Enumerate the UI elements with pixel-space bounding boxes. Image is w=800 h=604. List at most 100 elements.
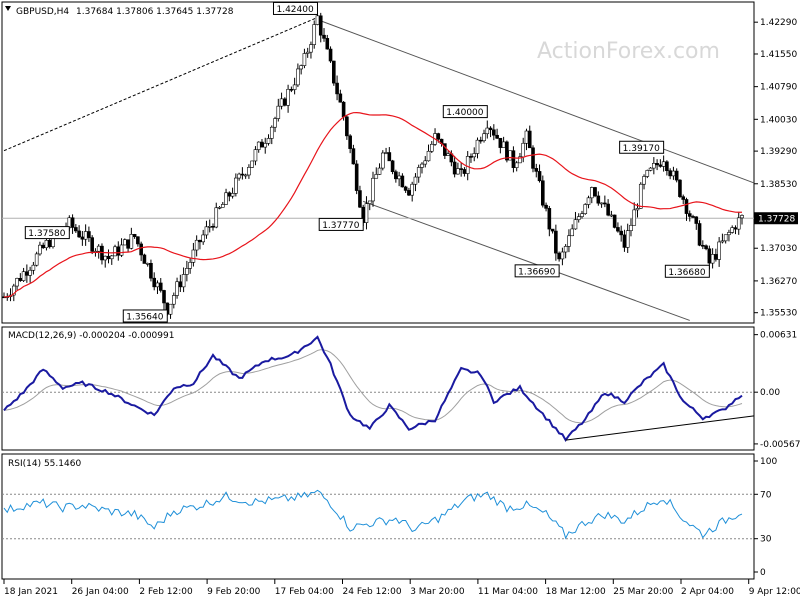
candle-body <box>648 167 653 171</box>
candle-body <box>501 141 506 148</box>
candle-body <box>279 98 284 107</box>
candle-body <box>149 262 153 279</box>
candle-body <box>338 93 343 103</box>
candle-body <box>191 249 196 263</box>
time-tick-label: 3 Mar 20:00 <box>410 587 465 597</box>
candle-body <box>642 176 646 185</box>
candle-body <box>152 277 157 288</box>
candle-body <box>710 254 715 264</box>
price-ytick-label: 1.42290 <box>760 18 797 28</box>
candle-body <box>132 234 137 238</box>
candle-body <box>736 217 741 230</box>
current-price-label: 1.37728 <box>758 215 795 225</box>
candle-body <box>358 190 362 208</box>
candle-body <box>367 200 372 204</box>
candle-body <box>629 224 633 231</box>
price-ytick-label: 1.38530 <box>760 180 797 190</box>
time-tick-label: 18 Jan 2021 <box>4 587 58 597</box>
candle-body <box>315 15 320 25</box>
candle-body <box>348 135 352 149</box>
candle-body <box>305 51 310 54</box>
candle-body <box>227 192 232 197</box>
price-ytick-label: 1.41550 <box>760 50 797 60</box>
candle-body <box>341 101 346 118</box>
candle-body <box>70 217 75 228</box>
candle-body <box>103 255 108 261</box>
candle-body <box>283 98 287 106</box>
candle-body <box>155 282 160 288</box>
candle-body <box>603 202 607 205</box>
candle-body <box>328 48 333 62</box>
rsi-panel <box>1 453 755 580</box>
candle-body <box>312 24 317 45</box>
candle-body <box>178 281 183 288</box>
candle-body <box>456 168 460 175</box>
candle-body <box>694 216 699 224</box>
candle-body <box>116 246 121 256</box>
candle-body <box>211 225 215 228</box>
candle-body <box>220 204 225 208</box>
candle-body <box>717 241 721 260</box>
candle-body <box>390 160 395 172</box>
candle-body <box>472 153 477 158</box>
candle-body <box>207 225 212 228</box>
candle-body <box>142 254 147 264</box>
candle-body <box>596 195 601 204</box>
macd-ytick-label: 0.00631 <box>760 331 797 341</box>
time-tick-label: 18 Mar 12:00 <box>546 587 606 597</box>
macd-line <box>3 335 743 442</box>
candle-body <box>41 244 45 249</box>
price-ytick-label: 1.40790 <box>760 83 797 93</box>
price-annotation-label: 1.36690 <box>518 267 555 277</box>
candle-body <box>309 44 313 53</box>
candle-body <box>77 230 81 238</box>
price-annotation-box <box>272 1 318 15</box>
price-annotation-label: 1.37770 <box>322 221 359 231</box>
candle-body <box>168 303 173 315</box>
candle-body <box>521 142 526 158</box>
candle-body <box>302 53 307 66</box>
candle-body <box>119 244 124 256</box>
candle-body <box>113 246 117 257</box>
candle-body <box>678 179 682 197</box>
candle-body <box>273 118 277 128</box>
candle-body <box>371 177 375 202</box>
candle-body <box>550 228 555 232</box>
time-tick-label: 2 Feb 12:00 <box>139 587 193 597</box>
candle-body <box>674 170 679 181</box>
candle-body <box>469 156 473 158</box>
candle-body <box>296 68 300 86</box>
candle-body <box>351 148 356 165</box>
time-tick-label: 9 Feb 20:00 <box>207 587 261 597</box>
candle-body <box>335 82 339 95</box>
candle-body <box>534 168 539 172</box>
candle-body <box>652 163 656 169</box>
candle-body <box>410 183 414 196</box>
collapse-arrow-icon[interactable] <box>5 6 11 11</box>
candle-body <box>123 239 127 246</box>
candle-body <box>354 163 359 191</box>
candle-body <box>400 175 405 188</box>
ohlc-label: 1.37684 1.37806 1.37645 1.37728 <box>76 7 234 17</box>
candle-body <box>665 161 669 171</box>
candle-body <box>560 251 565 260</box>
candle-body <box>691 216 695 218</box>
candle-body <box>397 175 401 180</box>
rsi-ytick-label: 0 <box>760 568 766 578</box>
candle-body <box>364 203 369 223</box>
candle-body <box>253 149 258 162</box>
price-ytick-label: 1.36270 <box>760 277 797 287</box>
candle-body <box>645 170 650 177</box>
moving-average-line <box>3 112 743 298</box>
candle-body <box>443 143 447 156</box>
candle-body <box>619 230 623 236</box>
candle-body <box>492 129 496 136</box>
channel-upper-line <box>317 19 755 184</box>
candle-body <box>475 139 480 154</box>
candle-body <box>80 236 85 240</box>
price-panel <box>1 1 755 324</box>
candle-body <box>387 152 392 162</box>
time-tick-label: 11 Mar 04:00 <box>478 587 538 597</box>
price-annotation-box <box>318 217 364 231</box>
